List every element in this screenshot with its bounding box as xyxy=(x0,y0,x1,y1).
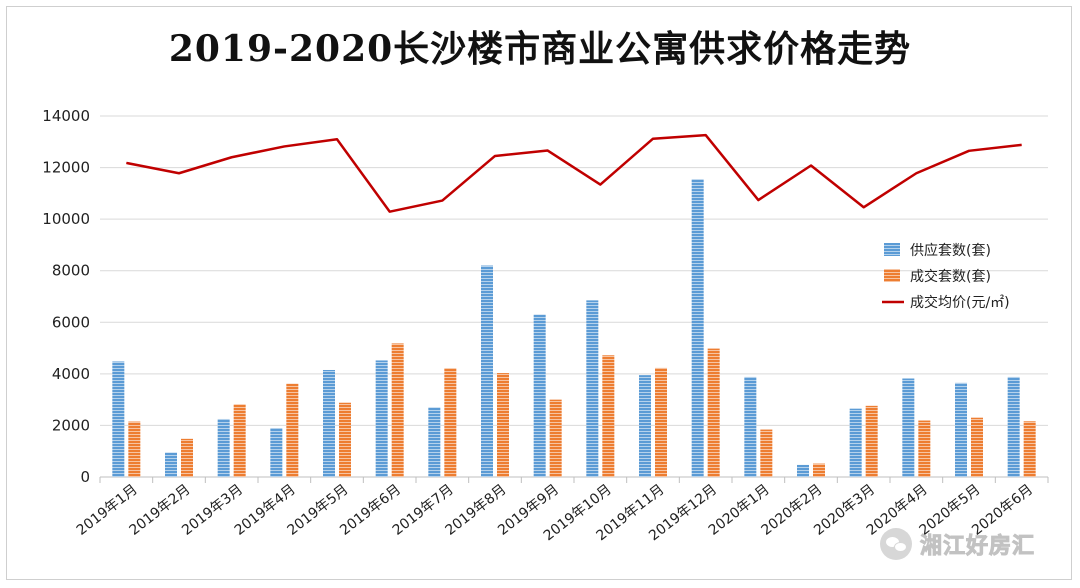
wechat-icon xyxy=(880,528,912,560)
bar-deal xyxy=(760,429,773,477)
bar-deal xyxy=(391,343,404,477)
legend-label-supply: 供应套数(套) xyxy=(910,242,991,259)
bar-deal xyxy=(602,355,615,477)
bar-deal xyxy=(444,368,457,477)
bar-supply xyxy=(270,428,283,477)
bar-supply xyxy=(639,375,651,477)
bar-deal xyxy=(233,404,246,477)
chart-title: 2019-2020长沙楼市商业公寓供求价格走势 xyxy=(168,28,912,70)
bar-supply xyxy=(533,314,546,477)
bar-supply xyxy=(691,179,704,478)
legend-label-price: 成交均价(元/㎡) xyxy=(910,294,1010,311)
chart-frame xyxy=(6,6,1072,580)
bar-supply xyxy=(112,361,125,477)
legend-swatch-supply xyxy=(884,243,900,256)
y-tick-label: 10000 xyxy=(42,210,90,228)
y-tick-label: 8000 xyxy=(52,262,90,280)
watermark-text: 湘江好房汇 xyxy=(919,534,1036,560)
bar-deal xyxy=(128,421,141,477)
bar-supply xyxy=(375,360,388,477)
bar-deal xyxy=(339,402,351,477)
bar-supply xyxy=(744,376,757,477)
y-tick-label: 0 xyxy=(80,468,90,486)
bar-deal xyxy=(971,417,983,477)
bar-supply xyxy=(955,382,967,477)
bar-deal xyxy=(181,438,193,477)
bar-supply xyxy=(323,369,335,477)
y-tick-label: 6000 xyxy=(52,313,90,331)
bar-deal xyxy=(549,399,562,477)
y-tick-label: 4000 xyxy=(52,365,90,383)
bar-supply xyxy=(165,452,177,477)
y-tick-label: 12000 xyxy=(42,159,90,177)
bar-supply xyxy=(1007,376,1020,477)
bar-deal xyxy=(707,348,720,477)
bar-deal xyxy=(497,373,509,477)
bar-deal xyxy=(813,463,825,477)
y-tick-label: 14000 xyxy=(42,107,90,125)
bar-deal xyxy=(1023,421,1036,477)
legend-label-deal: 成交套数(套) xyxy=(910,268,991,285)
bar-deal xyxy=(918,420,931,477)
y-tick-label: 2000 xyxy=(52,416,90,434)
bar-supply xyxy=(797,464,809,477)
watermark: 湘江好房汇 xyxy=(880,524,1050,564)
bar-supply xyxy=(428,407,441,477)
bar-deal xyxy=(865,405,878,477)
price-line xyxy=(126,133,1022,213)
bar-deal xyxy=(655,367,667,477)
legend-swatch-deal xyxy=(884,269,900,282)
bar-supply xyxy=(902,378,915,477)
bar-deal xyxy=(286,383,299,477)
bar-supply xyxy=(586,300,599,477)
bar-supply xyxy=(217,418,230,477)
bar-supply xyxy=(481,265,493,477)
bar-supply xyxy=(849,408,862,477)
